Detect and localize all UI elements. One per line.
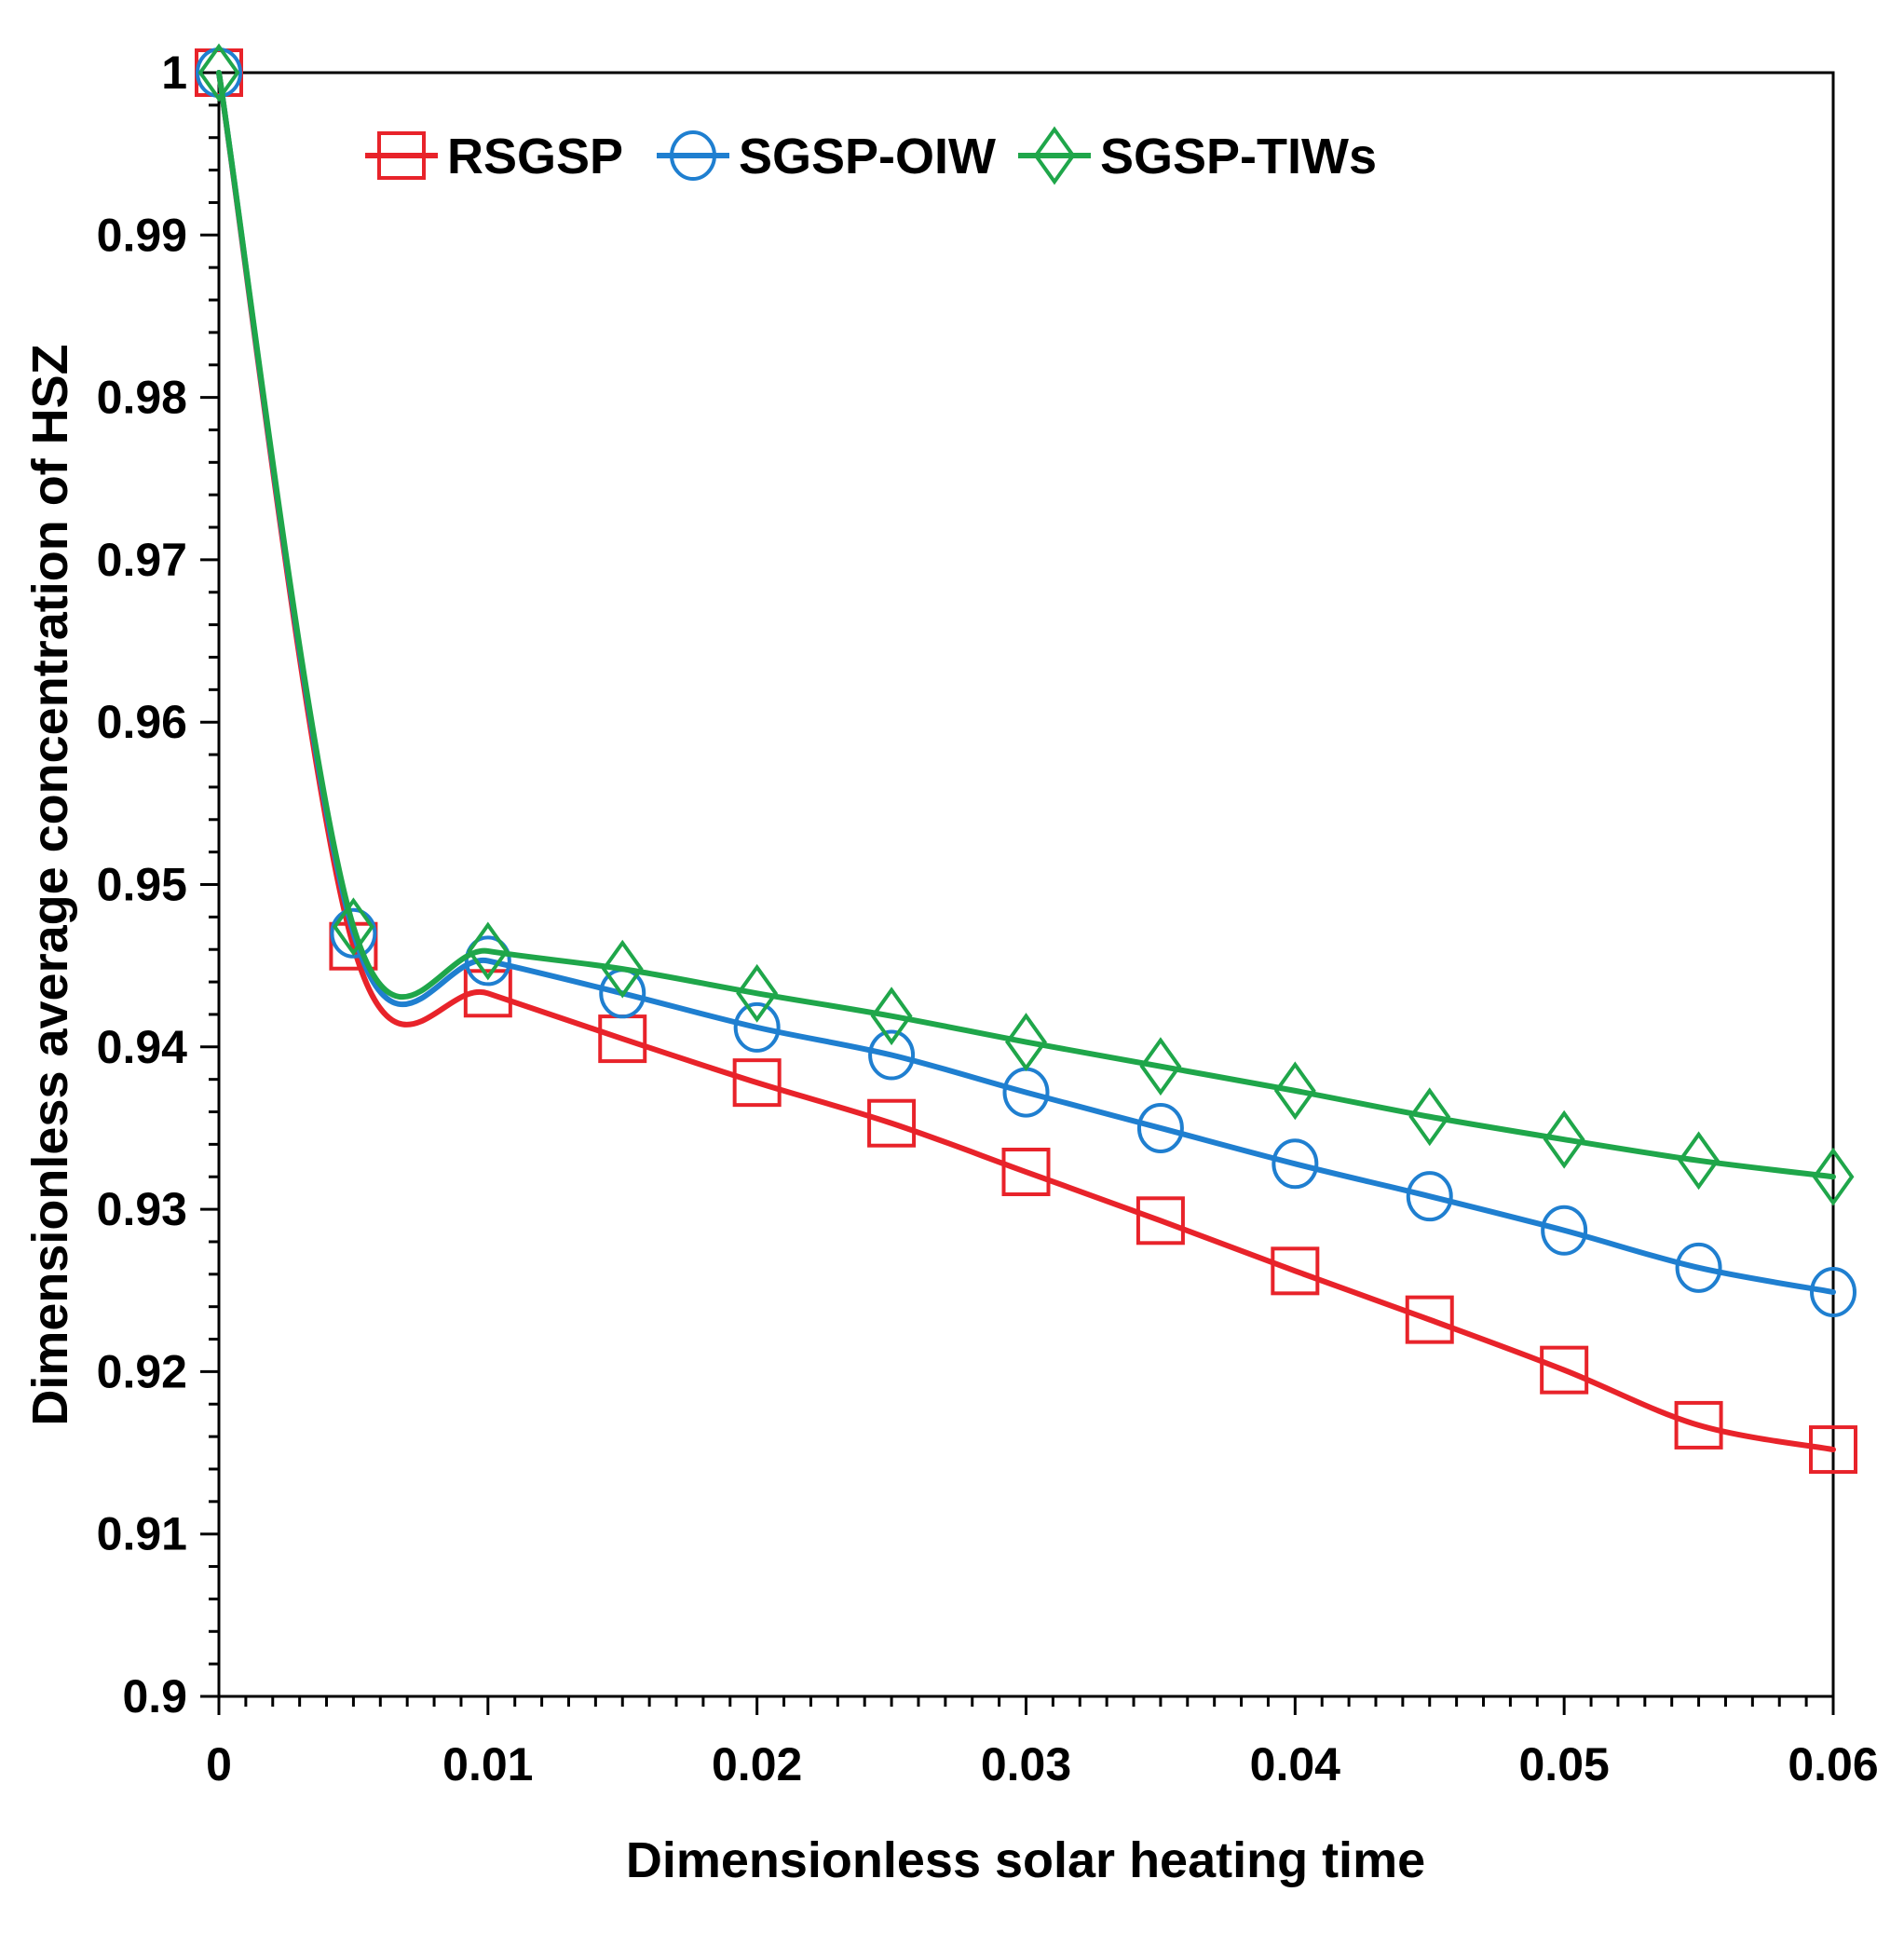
x-tick-label: 0.03 [981, 1738, 1071, 1790]
data-point [870, 987, 913, 1046]
series-rsgsp [195, 48, 1857, 1475]
y-tick-label: 0.98 [97, 372, 187, 424]
data-point [1406, 1171, 1453, 1222]
legend-marker [1033, 126, 1076, 185]
data-point [868, 1029, 916, 1081]
legend-entry: SGSP-TIWs [1018, 126, 1377, 185]
y-tick-label: 0.96 [97, 696, 187, 748]
data-point [1136, 1196, 1185, 1246]
y-tick-label: 0.99 [97, 209, 187, 261]
data-point [1273, 1061, 1316, 1121]
data-point [1408, 1087, 1451, 1147]
y-tick-label: 0.94 [97, 1021, 188, 1073]
data-point [330, 907, 377, 959]
data-point [463, 969, 512, 1018]
y-axis-title: Dimensionless average concentration of H… [22, 344, 78, 1425]
series-line [216, 70, 1836, 1453]
data-point [1136, 1102, 1184, 1153]
data-point [1541, 1205, 1588, 1256]
data-point [1540, 1345, 1589, 1395]
data-point [867, 1098, 917, 1148]
data-point [1812, 1147, 1855, 1206]
series-line [216, 70, 1836, 1295]
data-point [732, 1058, 782, 1108]
series-line [216, 70, 1836, 1180]
x-tick-label: 0.04 [1250, 1738, 1341, 1790]
legend: RSGSP SGSP-OIW SGSP-TIWs [365, 126, 1377, 185]
plot-frame [217, 71, 1835, 1698]
legend-entry: SGSP-OIW [657, 129, 996, 184]
x-axis-title: Dimensionless solar heating time [626, 1832, 1425, 1888]
legend-label: RSGSP [447, 129, 623, 184]
data-point [733, 1001, 781, 1053]
data-point [464, 935, 511, 987]
data-point [1810, 1266, 1856, 1317]
x-tick-label: 0.05 [1519, 1738, 1610, 1790]
data-point [467, 921, 510, 981]
data-point [1543, 1109, 1585, 1169]
data-point [1405, 1295, 1454, 1344]
x-tick-label: 0.02 [712, 1738, 802, 1790]
data-point [736, 963, 779, 1023]
legend-marker [670, 130, 716, 181]
axis-ticks: 0 0.01 0.02 0.03 0.04 0.05 0.06 0.9 0.91 0.92 0.93… [97, 47, 1879, 1790]
legend-entry: RSGSP [365, 129, 623, 184]
y-tick-label: 0.91 [97, 1508, 187, 1560]
x-tick-label: 0.06 [1788, 1738, 1878, 1790]
y-tick-label: 0.93 [97, 1183, 187, 1235]
data-point [1675, 1242, 1722, 1293]
data-point [1001, 1148, 1051, 1197]
y-tick-label: 1 [161, 47, 187, 99]
data-point [1271, 1246, 1320, 1296]
data-point [1678, 1131, 1720, 1191]
data-point [1674, 1400, 1723, 1450]
legend-label: SGSP-OIW [739, 129, 996, 184]
data-point [1809, 1425, 1857, 1475]
y-tick-label: 0.92 [97, 1345, 187, 1397]
series-layer [195, 43, 1857, 1475]
data-point [601, 939, 644, 999]
y-tick-label: 0.95 [97, 859, 187, 911]
data-point [1139, 1037, 1182, 1096]
series-sgsp-tiws [197, 43, 1855, 1206]
x-tick-label: 0 [206, 1738, 232, 1790]
data-point [1005, 1013, 1047, 1072]
legend-label: SGSP-TIWs [1100, 129, 1377, 184]
y-tick-label: 0.9 [122, 1670, 187, 1722]
y-tick-label: 0.97 [97, 534, 187, 586]
data-point [1272, 1138, 1319, 1190]
data-point [332, 897, 374, 957]
legend-marker [377, 131, 426, 180]
x-tick-label: 0.01 [442, 1738, 533, 1790]
series-sgsp-oiw [196, 48, 1856, 1317]
data-point [197, 43, 240, 102]
